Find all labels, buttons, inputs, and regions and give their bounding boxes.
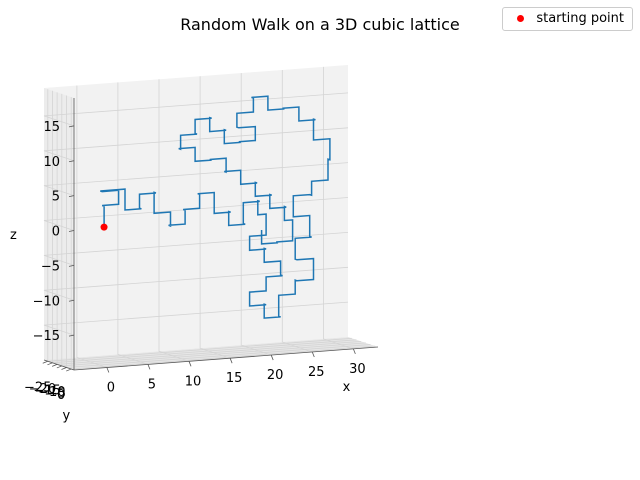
tick-labels: 0 5 10 15 20 25 300−5−10−15−20−25−15−10−505101… (24, 120, 366, 403)
z-tick-mark (68, 195, 75, 198)
x-tick-label: 30 (349, 362, 366, 377)
z-tick-mark (68, 299, 75, 302)
x-tick-label: 0 (107, 381, 115, 396)
x-tick-mark (229, 358, 233, 364)
z-tick-mark (68, 125, 75, 128)
y-tick-mark (61, 367, 67, 370)
x-axis-label: x (343, 380, 351, 395)
z-tick-label: −5 (41, 259, 60, 274)
x-grid-line (281, 70, 313, 353)
chart-title: Random Walk on a 3D cubic lattice (180, 15, 460, 34)
y-tick-label: −5 (47, 387, 66, 402)
x-grid-line (117, 82, 149, 365)
data-series (100, 95, 331, 319)
x-tick-label: 5 (148, 377, 156, 392)
y-tick-label: 0 (57, 388, 65, 403)
z-tick-mark (68, 334, 75, 337)
x-tick-mark (147, 364, 151, 370)
z-grid-line (43, 232, 349, 266)
x-tick-label: 20 (267, 368, 284, 383)
z-grid-line (43, 127, 349, 162)
legend-label: starting point (536, 11, 624, 26)
y-tick-label: −10 (38, 385, 65, 400)
back-pane (44, 65, 348, 360)
legend-marker-icon (517, 15, 525, 22)
x-tick-mark (352, 348, 356, 355)
y-tick-label: −25 (24, 380, 51, 395)
floor-pane (44, 337, 378, 370)
random-walk-line (100, 95, 331, 319)
z-grid-line (43, 197, 349, 231)
x-grid-line (322, 66, 354, 350)
x-tick-mark (106, 367, 110, 373)
y-tick-mark (42, 360, 48, 364)
y-axis-line (43, 359, 75, 371)
y-tick-mark (47, 362, 53, 366)
axis-panes (44, 65, 378, 370)
z-tick-mark (68, 160, 75, 163)
z-tick-label: −10 (33, 294, 60, 309)
x-tick-label: 25 (308, 365, 325, 380)
z-axis-label: z (10, 228, 17, 243)
z-tick-label: 5 (52, 190, 60, 205)
y-tick-mark (66, 368, 72, 372)
z-tick-label: −15 (33, 329, 60, 344)
x-grid-line (76, 85, 108, 368)
y-tick-mark (56, 365, 62, 369)
x-tick-mark (188, 361, 192, 367)
z-grid-line (43, 266, 349, 301)
x-grid-line (199, 76, 231, 359)
x-tick-label: 15 (226, 371, 243, 386)
axis-lines (42, 98, 379, 373)
x-tick-label: 10 (185, 374, 202, 389)
starting-point-marker (100, 223, 108, 231)
x-grid-line (240, 73, 272, 356)
legend: starting point (502, 7, 633, 31)
y-tick-label: −20 (29, 382, 56, 397)
z-tick-mark (68, 264, 75, 267)
z-grid-line (43, 162, 349, 196)
x-axis-line (73, 346, 379, 371)
z-grid-line (43, 92, 349, 127)
x-tick-mark (270, 354, 274, 361)
x-grid-line (158, 79, 190, 362)
z-tick-label: 15 (43, 120, 60, 135)
y-tick-label: −15 (33, 383, 60, 398)
y-tick-mark (51, 364, 58, 367)
z-tick-mark (68, 230, 75, 232)
z-tick-label: 0 (52, 225, 60, 240)
y-axis-label: y (63, 409, 71, 424)
z-tick-label: 10 (43, 155, 60, 170)
z-grid-line (43, 301, 349, 336)
x-tick-mark (311, 351, 315, 358)
